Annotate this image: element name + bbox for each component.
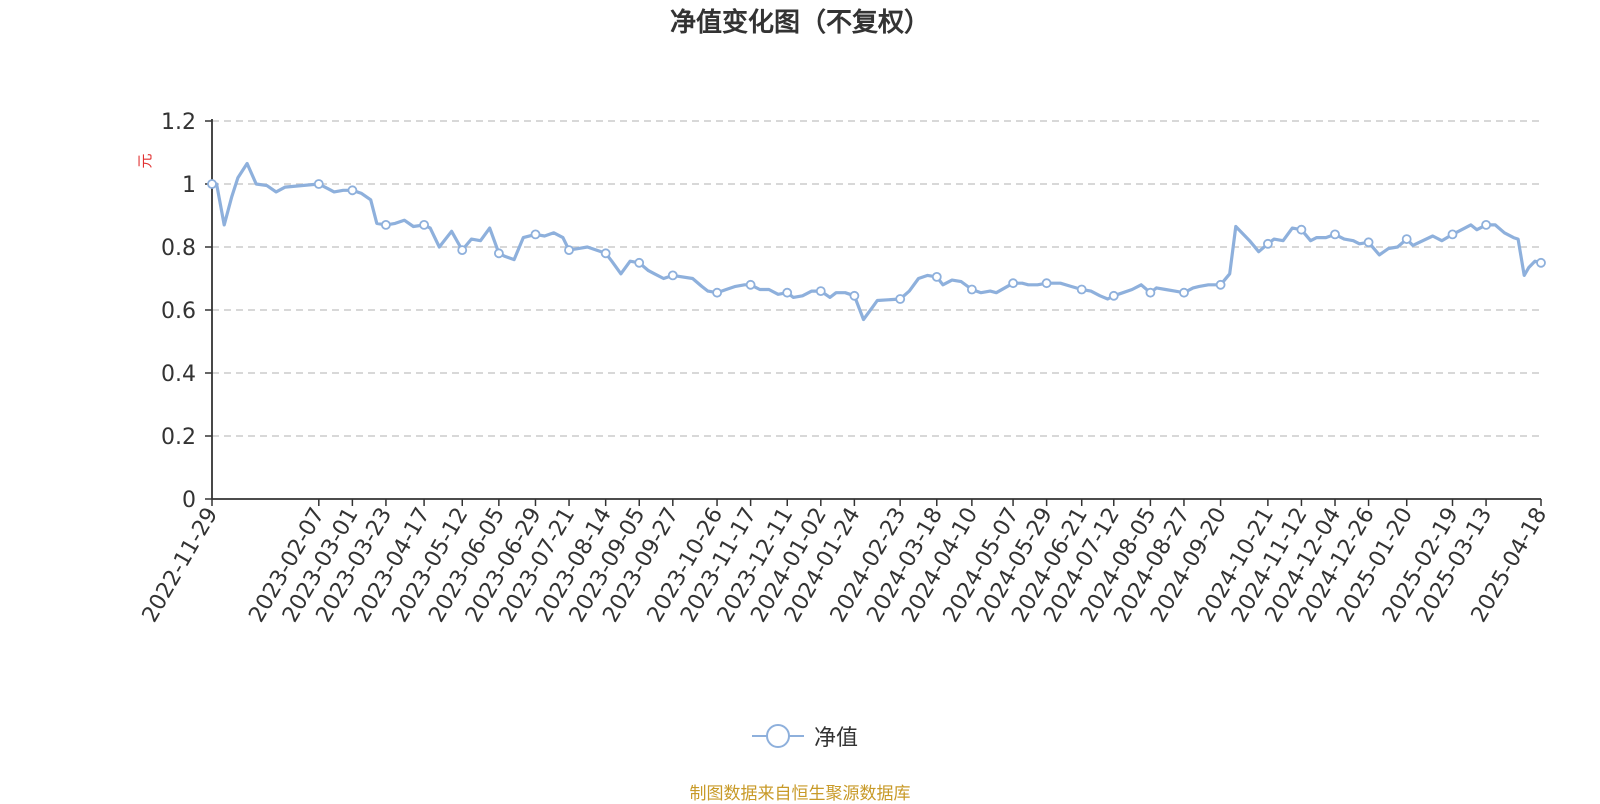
data-source-note: 制图数据来自恒生聚源数据库 [689, 784, 911, 804]
data-point-marker [380, 219, 391, 230]
x-tick-label: 2022-11-29 [138, 504, 224, 627]
legend-label: 净值 [814, 726, 859, 751]
data-point-marker [849, 290, 860, 301]
series-line-净值 [210, 161, 1543, 322]
data-point-marker [782, 287, 793, 298]
data-point-marker [1330, 229, 1340, 240]
y-tick-label: 0.6 [161, 299, 196, 324]
data-point-marker [564, 245, 574, 256]
data-point-marker [207, 179, 217, 189]
data-point-marker [712, 287, 722, 298]
data-point-marker [530, 229, 541, 240]
data-point-marker [745, 279, 756, 290]
data-point-marker [1481, 219, 1491, 230]
data-point-marker [1363, 237, 1374, 248]
data-point-marker [895, 294, 906, 304]
data-point-marker [1179, 287, 1189, 298]
data-point-marker [1536, 257, 1546, 268]
data-point-marker [1041, 278, 1052, 289]
y-axis-label: 元 [136, 153, 154, 168]
data-point-marker [1215, 279, 1226, 290]
y-tick-label: 1 [182, 173, 196, 198]
data-point-marker [1447, 229, 1458, 240]
y-tick-label: 0.8 [161, 236, 196, 261]
data-point-marker [1145, 287, 1156, 298]
data-point-marker [493, 248, 504, 259]
data-point-marker [1108, 290, 1119, 301]
data-point-marker [931, 271, 942, 282]
circle-line-legend-icon [752, 721, 804, 751]
data-point-marker [457, 245, 468, 256]
y-tick-label: 0.2 [161, 425, 196, 450]
data-point-marker [419, 219, 430, 230]
data-point-marker [600, 248, 611, 259]
data-point-marker [815, 286, 826, 297]
data-point-marker [347, 185, 358, 196]
data-point-marker [967, 284, 977, 295]
chart-title: 净值变化图（不复权） [669, 8, 930, 38]
data-point-marker [1076, 284, 1087, 295]
data-point-marker [1008, 278, 1018, 289]
data-point-marker [667, 270, 678, 281]
legend[interactable]: 净值 [752, 721, 858, 751]
data-point-marker [1296, 224, 1307, 235]
data-point-marker [1401, 234, 1412, 245]
y-tick-label: 0.4 [161, 362, 196, 387]
y-tick-label: 0 [182, 488, 196, 513]
y-tick-label: 1.2 [161, 110, 196, 135]
data-point-marker [1263, 238, 1273, 249]
data-point-marker [313, 179, 324, 189]
data-point-marker [634, 257, 645, 268]
